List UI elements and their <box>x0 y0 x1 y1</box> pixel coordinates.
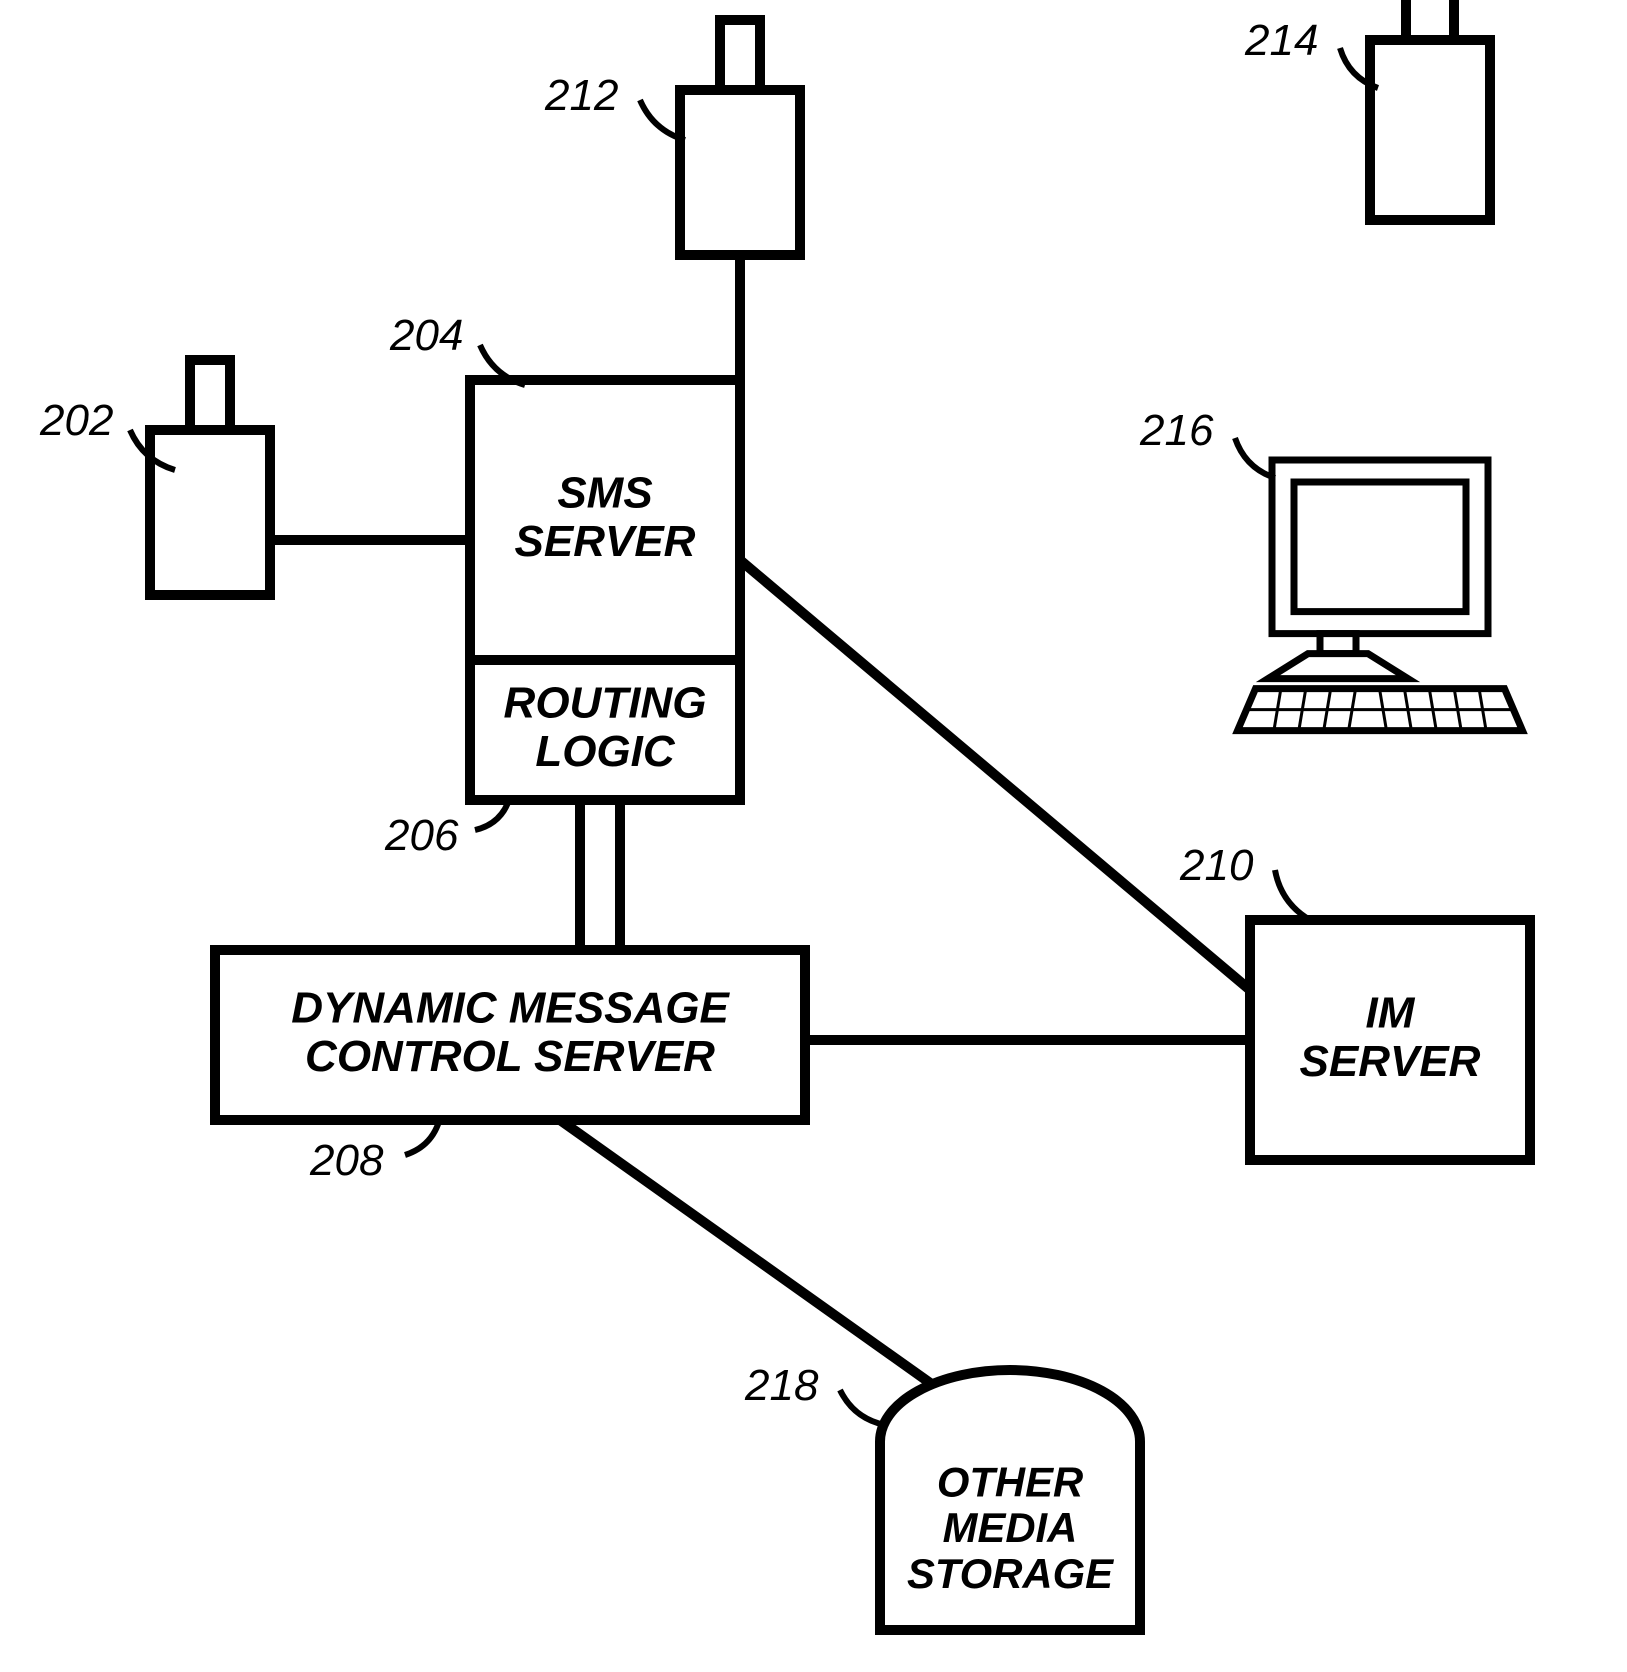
n210: IMSERVER <box>1250 920 1530 1160</box>
svg-text:212: 212 <box>544 71 618 120</box>
svg-text:IM: IM <box>1366 988 1416 1037</box>
n206: ROUTINGLOGIC <box>470 660 740 800</box>
svg-text:204: 204 <box>389 311 463 360</box>
svg-text:OTHER: OTHER <box>937 1458 1083 1505</box>
r206-ref: 206 <box>384 797 510 860</box>
svg-text:MEDIA: MEDIA <box>943 1504 1078 1551</box>
svg-text:ROUTING: ROUTING <box>504 678 707 727</box>
svg-text:216: 216 <box>1139 406 1214 455</box>
r216-ref: 216 <box>1139 406 1275 478</box>
n216-computer-icon <box>1238 460 1523 731</box>
r218-ref: 218 <box>744 1361 885 1425</box>
svg-text:SERVER: SERVER <box>1300 1037 1481 1086</box>
svg-text:DYNAMIC MESSAGE: DYNAMIC MESSAGE <box>291 983 730 1032</box>
svg-text:CONTROL SERVER: CONTROL SERVER <box>305 1032 715 1081</box>
edge <box>740 560 1250 990</box>
r208-ref: 208 <box>309 1118 440 1185</box>
r212-ref: 212 <box>544 71 685 140</box>
n204: SMSSERVER <box>470 380 740 660</box>
n218: OTHERMEDIASTORAGE <box>880 1370 1140 1630</box>
svg-text:202: 202 <box>39 396 113 445</box>
n208: DYNAMIC MESSAGECONTROL SERVER <box>215 950 805 1120</box>
n212 <box>680 20 800 255</box>
svg-text:SMS: SMS <box>557 468 652 517</box>
svg-text:LOGIC: LOGIC <box>535 727 676 776</box>
svg-text:214: 214 <box>1244 16 1318 65</box>
svg-text:SERVER: SERVER <box>515 517 696 566</box>
svg-text:206: 206 <box>384 811 459 860</box>
svg-text:218: 218 <box>744 1361 819 1410</box>
svg-text:208: 208 <box>309 1136 384 1185</box>
r210-ref: 210 <box>1179 841 1310 920</box>
n214 <box>1370 0 1490 220</box>
edge <box>560 1120 940 1390</box>
r214-ref: 214 <box>1244 16 1378 88</box>
n202 <box>150 360 270 595</box>
svg-text:STORAGE: STORAGE <box>907 1550 1114 1597</box>
r204-ref: 204 <box>389 311 525 385</box>
svg-text:210: 210 <box>1179 841 1254 890</box>
